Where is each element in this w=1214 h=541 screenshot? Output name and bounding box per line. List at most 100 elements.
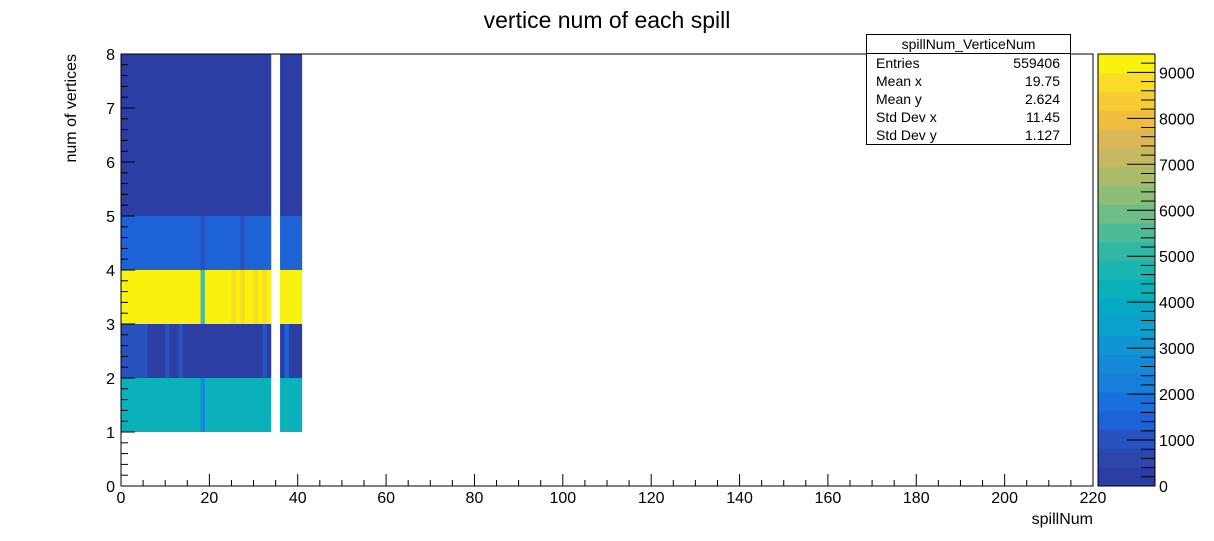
stats-box: spillNum_VerticeNum Entries 559406 Mean x 1… <box>866 34 1071 145</box>
x-tick-label: 0 <box>117 490 126 507</box>
stats-title: spillNum_VerticeNum <box>867 35 1070 54</box>
y-tick-label: 7 <box>106 101 115 118</box>
palette-swatch <box>1098 316 1155 337</box>
heatmap-cell <box>253 270 258 324</box>
z-tick-label: 8000 <box>1159 111 1195 128</box>
heatmap-cell <box>240 216 245 270</box>
stats-value: 559406 <box>1013 55 1060 71</box>
palette-swatch <box>1098 335 1155 356</box>
stats-label: Std Dev x <box>876 109 937 125</box>
x-tick-label: 60 <box>377 490 395 507</box>
z-tick-label: 5000 <box>1159 249 1195 266</box>
heatmap-cell <box>262 270 267 324</box>
palette-swatch <box>1098 373 1155 393</box>
palette-swatch <box>1098 129 1155 149</box>
palette-swatch <box>1098 392 1155 412</box>
palette-swatch <box>1098 72 1155 93</box>
chart-title: vertice num of each spill <box>484 7 731 33</box>
stats-value: 1.127 <box>1024 127 1060 143</box>
stats-label: Entries <box>876 55 920 71</box>
heatmap-cell <box>280 54 303 216</box>
stats-label: Std Dev y <box>876 127 937 143</box>
heatmap-cell <box>121 270 272 324</box>
y-tick-label: 6 <box>106 155 115 172</box>
heatmap-cell <box>121 216 272 270</box>
y-tick-label: 5 <box>106 209 115 226</box>
x-tick-label: 80 <box>466 490 484 507</box>
stats-row: Std Dev x 11.45 <box>867 108 1070 126</box>
heatmap-cell <box>200 270 205 324</box>
y-tick-label: 8 <box>106 47 115 64</box>
stats-row: Mean x 19.75 <box>867 72 1070 90</box>
palette-swatch <box>1098 410 1155 431</box>
heatmap-cell <box>240 270 245 324</box>
palette-swatch <box>1098 429 1155 449</box>
palette-swatch <box>1098 354 1155 374</box>
heatmap-cell <box>262 324 267 378</box>
heatmap-cell <box>280 378 303 432</box>
z-tick-label: 9000 <box>1159 65 1195 82</box>
heatmap-cell <box>121 378 272 432</box>
stats-row: Entries 559406 <box>867 54 1070 72</box>
x-tick-label: 160 <box>815 490 842 507</box>
heatmap-cell <box>165 324 170 378</box>
x-tick-label: 120 <box>638 490 665 507</box>
x-axis-label: spillNum <box>1032 511 1093 528</box>
stats-value: 2.624 <box>1024 91 1060 107</box>
heatmap-cell <box>200 216 205 270</box>
heatmap-cells <box>121 54 303 432</box>
x-tick-label: 220 <box>1080 490 1107 507</box>
heatmap-cell <box>231 270 236 324</box>
palette-swatch <box>1098 279 1155 299</box>
heatmap-cell <box>178 324 183 378</box>
x-tick-label: 20 <box>200 490 218 507</box>
heatmap-cell <box>200 378 205 432</box>
z-tick-label: 4000 <box>1159 295 1195 312</box>
y-tick-label: 0 <box>106 479 115 496</box>
palette-swatch <box>1098 298 1155 318</box>
z-tick-label: 6000 <box>1159 203 1195 220</box>
heatmap-cell <box>280 324 303 378</box>
z-tick-label: 2000 <box>1159 387 1195 404</box>
x-tick-label: 140 <box>726 490 753 507</box>
x-tick-label: 40 <box>289 490 307 507</box>
heatmap-cell <box>121 54 272 216</box>
stats-label: Mean x <box>876 73 922 89</box>
heatmap-cell <box>280 270 303 324</box>
x-axis: 0 20 40 60 80 100 120 140 160 180 200 220 <box>117 474 1107 507</box>
y-tick-label: 4 <box>106 263 115 280</box>
heatmap-cell <box>121 324 148 378</box>
palette-swatch <box>1098 185 1155 205</box>
palette-swatch <box>1098 241 1155 262</box>
heatmap-cell <box>280 216 303 270</box>
palette-frame <box>1097 53 1156 487</box>
palette-swatch <box>1098 91 1155 111</box>
palette-swatch <box>1098 204 1155 224</box>
heatmap-cell <box>284 324 289 378</box>
x-tick-label: 200 <box>991 490 1018 507</box>
x-tick-label: 180 <box>903 490 930 507</box>
z-tick-label: 7000 <box>1159 157 1195 174</box>
y-axis: 0 1 2 3 4 5 6 7 8 <box>106 47 135 496</box>
stats-row: Mean y 2.624 <box>867 90 1070 108</box>
z-tick-label: 1000 <box>1159 433 1195 450</box>
palette-swatch <box>1098 260 1155 280</box>
stats-value: 19.75 <box>1024 73 1060 89</box>
x-tick-label: 100 <box>549 490 576 507</box>
z-axis: 0 1000 2000 3000 4000 5000 6000 7000 8000 9000 <box>1127 53 1195 496</box>
z-tick-label: 3000 <box>1159 341 1195 358</box>
stats-row: Std Dev y 1.127 <box>867 126 1070 144</box>
palette-swatch <box>1098 467 1155 487</box>
palette-swatch <box>1098 223 1155 243</box>
stats-value: 11.45 <box>1026 109 1060 125</box>
palette-swatch <box>1098 110 1155 130</box>
palette-swatch <box>1098 166 1155 186</box>
palette-swatch <box>1098 54 1155 74</box>
y-tick-label: 2 <box>106 371 115 388</box>
palette-swatch <box>1098 147 1155 168</box>
z-tick-label: 0 <box>1159 479 1168 496</box>
stats-rows: Entries 559406 Mean x 19.75 Mean y 2.624 Std D… <box>867 54 1070 144</box>
color-palette <box>1098 54 1155 487</box>
y-tick-label: 1 <box>106 425 115 442</box>
